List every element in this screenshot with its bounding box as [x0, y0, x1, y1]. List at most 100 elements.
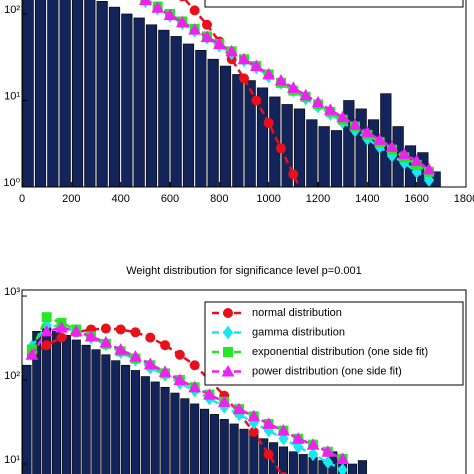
bar: [91, 349, 101, 474]
x-tick-label: 800: [210, 193, 228, 205]
marker: [337, 463, 348, 474]
marker: [40, 324, 54, 337]
bar: [160, 386, 170, 474]
bar: [84, 0, 96, 187]
marker: [274, 74, 288, 86]
marker: [189, 5, 200, 16]
marker: [262, 417, 276, 429]
bar: [121, 364, 131, 474]
y-tick-label: 10³: [4, 286, 20, 298]
bar: [367, 119, 380, 187]
marker: [130, 327, 141, 338]
marker: [100, 323, 111, 334]
bar: [318, 126, 330, 187]
marker: [410, 154, 424, 166]
bar: [121, 13, 133, 187]
chart-title: Weight distribution for significance lev…: [126, 265, 362, 277]
bar: [232, 74, 244, 187]
marker: [293, 440, 304, 454]
bar: [219, 419, 229, 474]
bar: [47, 0, 59, 187]
bar: [71, 339, 81, 474]
marker: [262, 67, 276, 80]
y-tick-label: 10²: [4, 370, 20, 382]
bar: [108, 6, 121, 187]
marker: [307, 447, 319, 462]
marker: [212, 37, 226, 49]
bar: [145, 24, 158, 187]
marker: [41, 340, 52, 351]
x-tick-label: 200: [62, 193, 80, 205]
legend-box: [204, 0, 464, 8]
marker: [422, 162, 436, 175]
marker: [263, 449, 274, 460]
bar: [293, 108, 306, 187]
bar: [219, 65, 232, 187]
bar: [133, 17, 145, 187]
marker: [286, 81, 300, 93]
marker: [203, 388, 216, 400]
bar: [330, 130, 343, 187]
marker: [249, 59, 263, 72]
legend-label: normal distribution: [252, 307, 342, 319]
bar: [158, 29, 170, 187]
marker: [277, 424, 290, 436]
bar: [51, 331, 62, 474]
marker: [202, 19, 212, 30]
y-tick-label: 10¹: [4, 90, 20, 102]
bar: [239, 428, 249, 474]
marker: [306, 438, 320, 450]
bar: [170, 36, 182, 187]
bar: [140, 376, 150, 474]
bar: [256, 87, 269, 187]
axes-box: [21, 289, 467, 474]
marker: [321, 445, 335, 457]
bar: [357, 460, 367, 474]
legend-label: gamma distribution: [252, 326, 345, 338]
marker: [263, 117, 274, 128]
bar: [71, 0, 84, 187]
bar: [170, 392, 180, 474]
bar: [298, 454, 308, 474]
marker: [69, 324, 83, 337]
bar: [249, 433, 259, 474]
bar: [22, 364, 32, 474]
marker: [288, 169, 299, 180]
marker: [84, 329, 98, 342]
bar: [278, 446, 289, 474]
x-tick-label: 1000: [256, 193, 280, 205]
marker: [25, 348, 39, 360]
bar: [199, 408, 210, 474]
marker: [232, 402, 246, 415]
marker: [143, 357, 157, 370]
bar: [111, 360, 121, 474]
plot-area: [22, 312, 367, 474]
bar: [209, 414, 219, 474]
marker: [145, 332, 156, 343]
bar: [150, 381, 160, 474]
x-tick-label: 0: [19, 193, 25, 205]
x-tick-label: 600: [161, 193, 179, 205]
bar: [259, 438, 269, 474]
bar: [229, 423, 239, 474]
marker: [217, 395, 231, 407]
marker: [174, 349, 185, 360]
y-tick-label: 10¹: [4, 454, 20, 466]
marker: [385, 140, 399, 152]
bar: [244, 80, 256, 187]
bar: [32, 331, 42, 474]
marker: [55, 321, 68, 333]
x-tick-label: 1800: [454, 193, 474, 205]
marker: [200, 30, 214, 43]
fit-line: [30, 326, 344, 461]
marker: [360, 125, 374, 138]
marker: [163, 8, 177, 21]
marker: [138, 0, 152, 5]
marker: [189, 360, 200, 371]
marker: [247, 409, 261, 422]
bar: [306, 119, 318, 187]
marker: [225, 44, 239, 57]
marker: [336, 110, 350, 123]
legend-marker: [222, 325, 234, 340]
